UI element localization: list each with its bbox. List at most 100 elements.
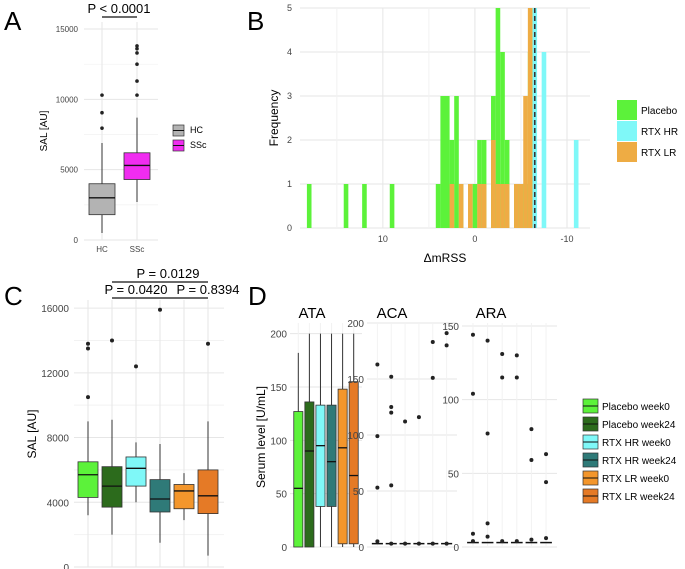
panel-letter-a: A — [4, 6, 22, 36]
outlier-c — [86, 341, 90, 346]
bar-rtx-lr — [523, 96, 528, 228]
ytick-a: 10000 — [56, 95, 79, 104]
point-d — [470, 539, 475, 544]
legend-swatch-b — [617, 142, 637, 162]
bar-rtx-hr — [573, 140, 579, 228]
facet-title-ACA: ACA — [377, 305, 408, 322]
panel-b: 0 1 2 3 4 5 10 0 -10 ΔmRSS Frequency Placebo RTX HR R… — [267, 3, 678, 265]
bar-placebo — [440, 96, 445, 228]
facet-title-ARA: ARA — [476, 305, 507, 322]
legend-label-d: RTX LR week24 — [602, 492, 675, 503]
legend-swatch-b — [617, 121, 637, 141]
box-c-5 — [197, 469, 219, 514]
outlier-SSc — [135, 93, 139, 97]
ytick-b: 4 — [287, 47, 292, 57]
ytick-c: 12000 — [41, 369, 69, 380]
point-d — [500, 375, 505, 380]
ytick-d: 150 — [347, 375, 364, 386]
p-value-a: P < 0.0001 — [87, 1, 150, 16]
point-d — [444, 541, 449, 546]
bar-rtx-lr — [458, 184, 464, 228]
ytick-b: 5 — [287, 3, 292, 13]
ytick-d: 100 — [270, 436, 287, 447]
bar-rtx-lr — [527, 8, 533, 228]
panel-letter-d: D — [248, 281, 267, 311]
point-d — [416, 415, 421, 420]
point-d — [375, 485, 380, 490]
box-c-0 — [77, 461, 99, 498]
bar-rtx-lr — [481, 184, 487, 228]
outlier-HC — [100, 93, 104, 97]
ytick-c: 0 — [63, 563, 69, 569]
box-c-1 — [101, 466, 123, 508]
ytick-d: 150 — [442, 322, 459, 333]
point-d — [389, 410, 394, 415]
outlier-c — [86, 395, 90, 400]
ytick-c: 4000 — [47, 498, 70, 509]
point-d — [470, 391, 475, 396]
point-d — [514, 539, 519, 544]
xlabel-b: ΔmRSS — [424, 251, 467, 265]
outlier-c — [134, 364, 138, 369]
point-d — [485, 338, 490, 343]
legend-label-b: RTX LR — [641, 148, 676, 159]
ytick-d: 50 — [448, 469, 460, 480]
xtick-b: 0 — [472, 234, 477, 244]
ylabel-c: SAL [AU] — [25, 410, 39, 459]
bar-rtx-lr — [449, 184, 455, 228]
point-d — [470, 531, 475, 536]
xtick-b: -10 — [560, 234, 573, 244]
point-d — [485, 431, 490, 436]
box-c-4 — [173, 484, 195, 510]
bar-placebo — [445, 96, 450, 228]
ytick-c: 16000 — [41, 304, 69, 315]
ytick-d: 100 — [442, 396, 459, 407]
ytick-b: 1 — [287, 179, 292, 189]
point-d — [403, 419, 408, 424]
point-d — [500, 351, 505, 356]
point-d — [500, 539, 505, 544]
point-d — [485, 521, 490, 526]
outlier-HC — [100, 126, 104, 130]
ytick-c: 8000 — [47, 434, 70, 445]
ytick-a: 15000 — [56, 25, 79, 34]
p-value-c-1: P = 0.0129 — [136, 266, 199, 281]
ytick-b: 2 — [287, 135, 292, 145]
ytick-d: 100 — [347, 431, 364, 442]
point-d — [430, 541, 435, 546]
bar-rtx-lr — [514, 184, 519, 228]
plot-area-c — [74, 300, 224, 567]
box-d-2 — [315, 404, 326, 507]
point-d — [544, 536, 549, 541]
xtick-a: HC — [96, 245, 108, 254]
bar-rtx-lr — [504, 184, 510, 228]
legend-label-d: RTX HR week0 — [602, 438, 671, 449]
point-d — [389, 374, 394, 379]
bar-rtx-lr — [491, 140, 496, 228]
outlier-SSc — [135, 62, 139, 66]
panel-letter-b: B — [247, 6, 264, 36]
legend-label-b: RTX HR — [641, 127, 678, 138]
bar-placebo — [472, 184, 478, 228]
legend-label-ssc: SSc — [190, 140, 207, 150]
box-c-3 — [149, 479, 171, 513]
box-d-5 — [348, 381, 359, 545]
point-d — [403, 541, 408, 546]
ytick-d: 200 — [347, 319, 364, 330]
legend-label-d: Placebo week0 — [602, 402, 670, 413]
bar-rtx-lr — [477, 184, 482, 228]
plot-area-d-ARA — [462, 323, 557, 547]
ylabel-b: Frequency — [267, 90, 281, 147]
point-d — [485, 534, 490, 539]
legend-label-hc: HC — [190, 125, 203, 135]
ytick-d: 200 — [270, 330, 287, 341]
point-d — [375, 434, 380, 439]
box-d-0 — [293, 411, 304, 548]
legend-label-d: RTX LR week0 — [602, 474, 670, 485]
ylabel-a: SAL [AU] — [39, 110, 50, 151]
point-d — [430, 375, 435, 380]
legend-label-b: Placebo — [641, 106, 678, 117]
point-d — [444, 343, 449, 348]
bar-placebo — [389, 184, 395, 228]
